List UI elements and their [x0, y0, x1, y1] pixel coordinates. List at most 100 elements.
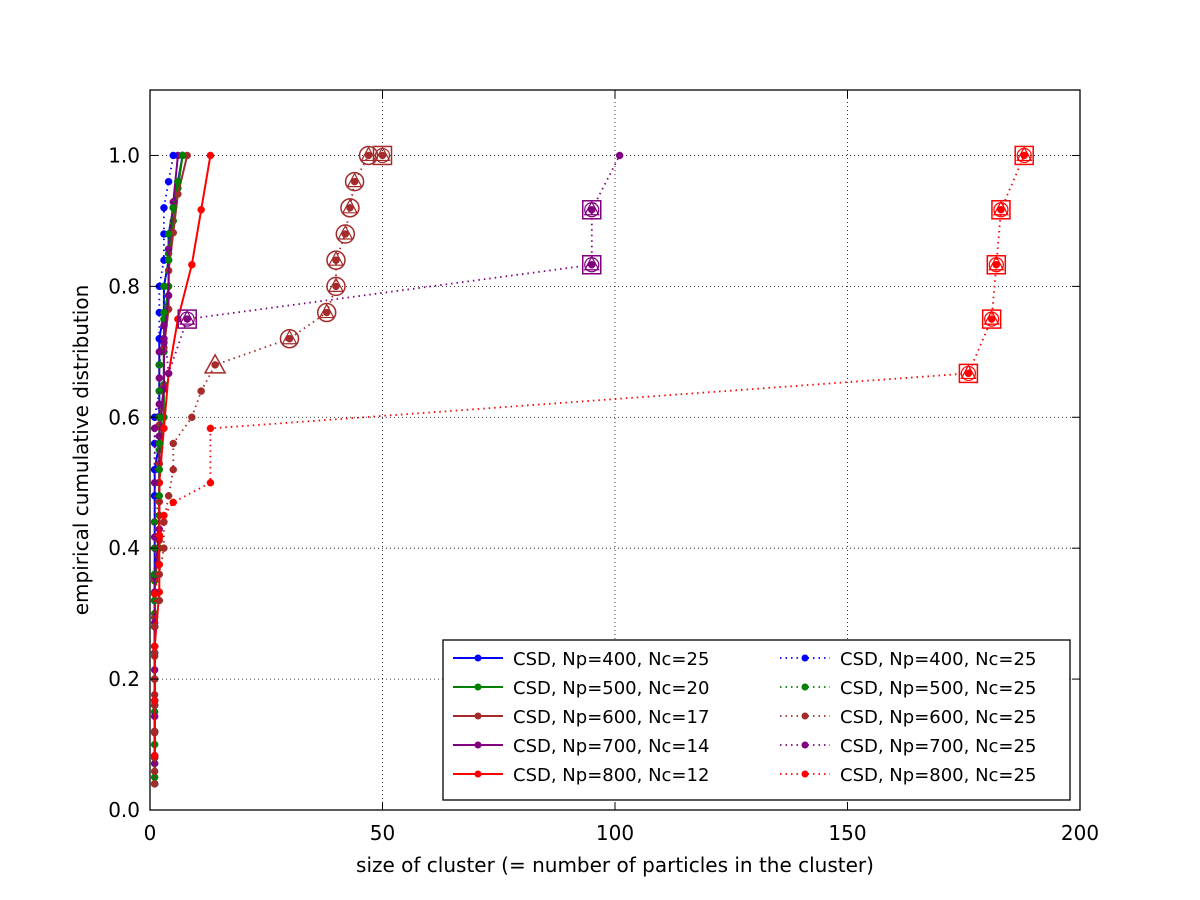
- data-point: [150, 590, 159, 598]
- legend-box: [442, 639, 1071, 801]
- data-point: [155, 348, 164, 356]
- data-point: [160, 334, 168, 343]
- data-point: [364, 151, 373, 160]
- data-point: [155, 560, 164, 569]
- y-tick-label: 0.2: [108, 667, 140, 691]
- data-point: [160, 308, 168, 317]
- data-point: [197, 387, 205, 395]
- triangle-marker: [992, 200, 1009, 216]
- x-tick-label: 150: [828, 821, 866, 845]
- data-point: [206, 478, 215, 487]
- data-point: [346, 204, 354, 212]
- axis-ticks: 0 50 100 150 200 0.0 0.2 0.4 0.6 0.8 1.0: [108, 90, 1099, 845]
- data-point: [188, 261, 196, 269]
- legend-marker: [801, 770, 809, 778]
- series-10: [150, 145, 1034, 760]
- x-tick-label: 200: [1061, 821, 1099, 845]
- data-point: [588, 206, 596, 214]
- triangle-marker: [374, 146, 391, 162]
- legend-label: CSD, Np=400, Nc=25: [513, 649, 709, 670]
- data-point: [169, 439, 177, 448]
- data-point: [332, 282, 340, 291]
- y-tick-label: 0.4: [108, 536, 140, 560]
- data-point: [206, 151, 215, 160]
- data-point: [164, 369, 173, 378]
- data-point: [150, 727, 159, 736]
- legend-marker: [801, 654, 809, 662]
- x-tick-label: 100: [596, 821, 634, 845]
- legend-marker: [474, 683, 482, 691]
- data-point: [615, 151, 624, 160]
- data-point: [183, 315, 191, 323]
- data-point: [164, 291, 173, 300]
- data-point: [332, 256, 340, 264]
- data-point: [164, 230, 173, 238]
- series-8: [150, 145, 393, 788]
- triangle-marker: [341, 198, 358, 214]
- y-tick-label: 1.0: [108, 143, 140, 167]
- data-point: [588, 261, 596, 269]
- data-point: [155, 374, 164, 382]
- legend-marker: [474, 712, 482, 720]
- data-point: [169, 465, 177, 474]
- triangle-marker: [281, 329, 298, 345]
- data-point: [155, 465, 164, 474]
- legend-marker: [474, 654, 482, 662]
- data-point: [160, 544, 168, 552]
- legend-marker: [801, 741, 809, 749]
- data-point: [285, 334, 294, 343]
- series-line: [153, 155, 1026, 756]
- data-point: [155, 387, 164, 395]
- data-point: [378, 151, 387, 160]
- triangle-marker: [960, 364, 977, 380]
- data-point: [155, 596, 164, 605]
- data-point: [178, 151, 187, 160]
- data-point: [169, 204, 177, 212]
- data-point: [188, 413, 196, 422]
- data-point: [160, 424, 168, 433]
- x-tick-label: 50: [370, 821, 395, 845]
- triangle-marker: [983, 309, 1000, 325]
- data-point: [206, 424, 215, 433]
- data-point: [169, 498, 177, 507]
- y-axis-label: empirical cumulative distribution: [69, 285, 93, 616]
- legend-label: CSD, Np=600, Nc=17: [513, 707, 709, 728]
- y-tick-label: 0.8: [108, 274, 140, 298]
- triangle-marker: [318, 303, 335, 319]
- data-point: [160, 321, 168, 330]
- data-point: [150, 642, 159, 651]
- data-point: [350, 177, 359, 186]
- x-tick-label: 0: [144, 821, 157, 845]
- y-tick-label: 0.0: [108, 798, 140, 822]
- data-point: [987, 315, 996, 323]
- legend: CSD, Np=400, Nc=25 CSD, Np=500, Nc=20 CSD,…: [442, 639, 1071, 801]
- data-point: [164, 256, 173, 264]
- legend-label: CSD, Np=700, Nc=25: [840, 736, 1036, 757]
- data-point: [160, 282, 168, 291]
- legend-marker: [474, 770, 482, 778]
- data-point: [150, 478, 159, 487]
- triangle-marker: [337, 224, 354, 240]
- legend-label: CSD, Np=500, Nc=20: [513, 678, 709, 699]
- data-point: [169, 151, 177, 160]
- data-point: [150, 696, 159, 705]
- legend-label: CSD, Np=500, Nc=25: [840, 678, 1036, 699]
- triangle-marker: [327, 277, 345, 292]
- data-point: [155, 492, 164, 500]
- data-point: [164, 177, 173, 186]
- legend-label: CSD, Np=800, Nc=12: [513, 765, 709, 786]
- data-point: [155, 531, 164, 539]
- legend-label: CSD, Np=700, Nc=14: [513, 736, 709, 757]
- data-point: [341, 230, 350, 238]
- data-point: [155, 439, 164, 448]
- triangle-marker: [1016, 146, 1033, 162]
- triangle-marker: [583, 200, 600, 216]
- triangle-marker: [203, 353, 227, 374]
- y-tick-label: 0.6: [108, 405, 140, 429]
- data-point: [1020, 151, 1028, 160]
- triangle-marker: [583, 255, 600, 271]
- data-point: [155, 400, 164, 408]
- legend-marker: [801, 683, 809, 691]
- data-point: [164, 492, 173, 500]
